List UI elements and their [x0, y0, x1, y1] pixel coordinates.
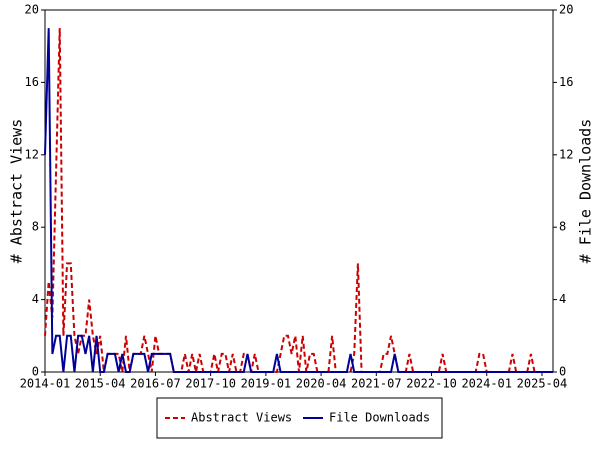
- y2-tick-label: 16: [559, 75, 573, 89]
- series-line: [44, 28, 553, 373]
- x-tick-label: 2019-01: [241, 377, 292, 391]
- y-tick-label: 12: [25, 147, 39, 161]
- x-tick-label: 2021-07: [351, 377, 402, 391]
- x-tick-label: 2015-04: [75, 377, 126, 391]
- y-axis-title: # Abstract Views: [8, 119, 26, 264]
- y2-axis-title: # File Downloads: [577, 119, 595, 264]
- y2-tick-label: 20: [559, 3, 573, 17]
- legend-box: [156, 397, 443, 439]
- y-tick-label: 20: [25, 3, 39, 17]
- y-tick-label: 0: [32, 365, 39, 379]
- x-tick-label: 2022-10: [406, 377, 457, 391]
- plot-frame: [44, 9, 554, 373]
- y2-tick-label: 0: [559, 365, 566, 379]
- x-tick-label: 2017-10: [185, 377, 236, 391]
- y-tick-label: 4: [32, 292, 39, 306]
- y2-tick-label: 12: [559, 147, 573, 161]
- y2-tick-label: 4: [559, 292, 566, 306]
- legend-label: Abstract Views: [191, 411, 292, 425]
- x-tick-label: 2020-04: [296, 377, 347, 391]
- x-tick-label: 2014-01: [20, 377, 71, 391]
- y2-tick-label: 8: [559, 220, 566, 234]
- x-tick-label: 2016-07: [130, 377, 181, 391]
- x-tick-label: 2025-04: [517, 377, 568, 391]
- y-tick-label: 8: [32, 220, 39, 234]
- y-tick-label: 16: [25, 75, 39, 89]
- series-line: [44, 28, 553, 373]
- legend-label: File Downloads: [329, 411, 430, 425]
- x-tick-label: 2024-01: [461, 377, 512, 391]
